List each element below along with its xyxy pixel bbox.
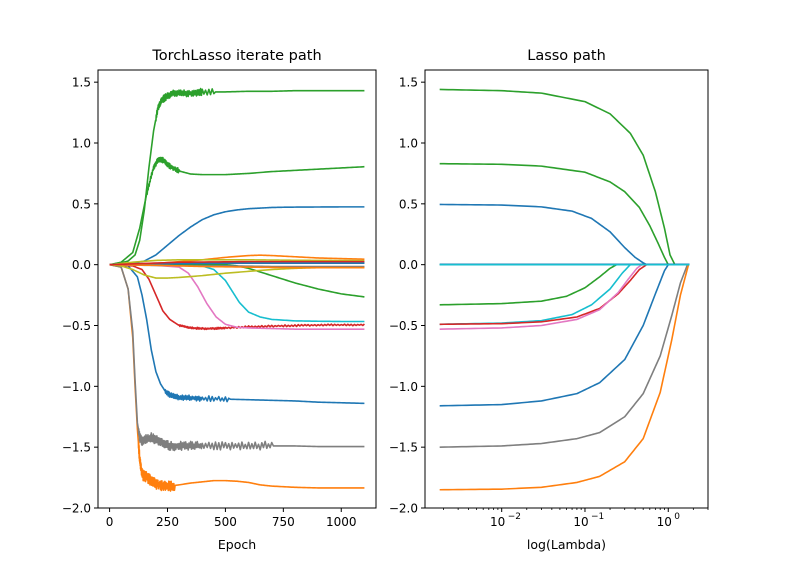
- x-tick-label: 1000: [326, 515, 357, 529]
- right-panel-title: Lasso path: [527, 48, 606, 64]
- x-tick-label: 10: [573, 515, 588, 529]
- series-line-gray: [439, 264, 689, 448]
- series-line-green: [439, 162, 669, 266]
- right-panel-xlabel: log(Lambda): [527, 537, 606, 552]
- y-tick-label: 0.5: [72, 197, 91, 211]
- x-tick-label: 500: [214, 515, 237, 529]
- series-line-pink: [439, 264, 643, 330]
- x-tick-label: 0: [106, 515, 114, 529]
- series-line-blue: [439, 203, 648, 266]
- y-tick-label: −0.5: [389, 319, 418, 333]
- y-tick-label: 0.0: [72, 258, 91, 272]
- y-tick-label: −0.5: [62, 319, 91, 333]
- y-tick-label: 0.5: [399, 197, 418, 211]
- right-panel: Lasso path log(Lambda) −2.0 −1.5 −1.0 −0.5 0…: [389, 48, 709, 552]
- y-tick-label: 1.5: [399, 76, 418, 90]
- series-line-red: [439, 264, 648, 326]
- series-group: [109, 87, 365, 492]
- y-tick-label: −1.0: [62, 380, 91, 394]
- left-panel: TorchLasso iterate path Epoch −2.0 −1.5 −1…: [62, 48, 377, 552]
- series-line-green: [439, 88, 676, 266]
- series-line-blue: [109, 206, 365, 266]
- series-line-blue: [439, 264, 669, 407]
- x-tick-label: 750: [272, 515, 295, 529]
- series-line-green: [109, 87, 365, 266]
- y-tick-label: 0.0: [399, 258, 418, 272]
- left-panel-xlabel: Epoch: [218, 537, 256, 552]
- series-line-blue: [109, 263, 365, 405]
- series-line-pink: [109, 263, 365, 330]
- series-line-olive: [109, 259, 365, 266]
- x-tick-label: 10: [490, 515, 505, 529]
- series-line-gray: [109, 263, 365, 452]
- series-line-green: [439, 263, 618, 306]
- y-tick-label: 1.0: [72, 137, 91, 151]
- y-tick-label: 1.5: [72, 76, 91, 90]
- x-tick-label: 10: [657, 515, 672, 529]
- x-tick-label: 250: [156, 515, 179, 529]
- y-tick-label: −1.5: [389, 441, 418, 455]
- y-tick-label: −1.5: [62, 441, 91, 455]
- series-line-orange: [109, 263, 365, 269]
- series-group: [439, 88, 690, 491]
- y-tick-label: −1.0: [389, 380, 418, 394]
- series-line-orange: [109, 254, 365, 266]
- axes-frame: [97, 69, 377, 509]
- series-line-red: [109, 263, 365, 331]
- y-tick-label: −2.0: [62, 502, 91, 516]
- left-panel-title: TorchLasso iterate path: [151, 48, 321, 64]
- y-tick-label: −2.0: [389, 502, 418, 516]
- series-line-orange: [439, 264, 690, 491]
- x-tick-exponent: −1: [591, 512, 604, 522]
- series-line-red: [109, 260, 365, 266]
- series-line-blue: [109, 262, 365, 266]
- x-tick-exponent: −2: [508, 512, 521, 522]
- x-tick-exponent: 0: [674, 512, 680, 522]
- y-tick-label: 1.0: [399, 137, 418, 151]
- series-line-green: [109, 156, 365, 266]
- series-line-green: [109, 263, 365, 298]
